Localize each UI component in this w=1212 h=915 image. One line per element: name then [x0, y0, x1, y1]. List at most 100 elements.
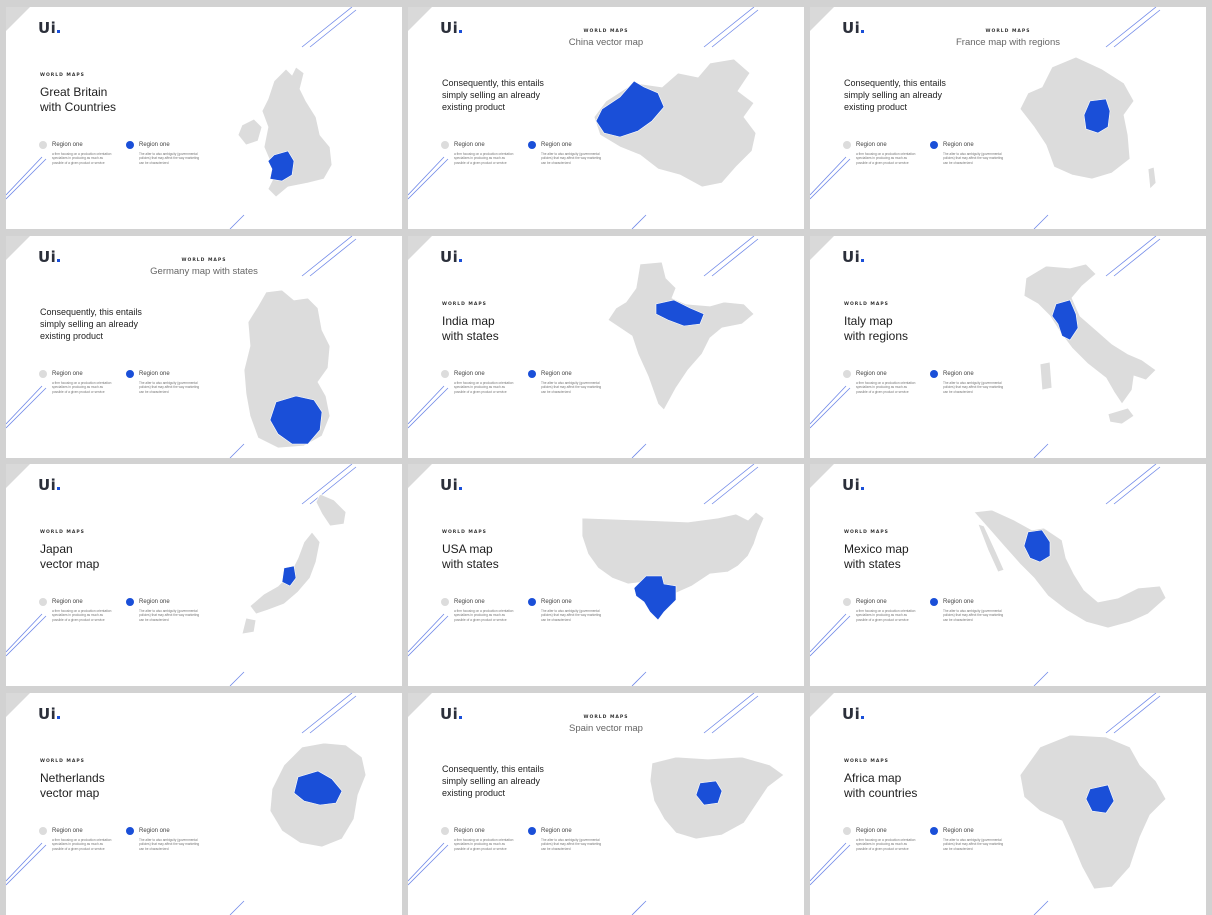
decorative-line	[6, 842, 43, 882]
brand-logo: Ui	[38, 706, 61, 722]
slide-card[interactable]: Ui WORLD MAPS Italy map with regions Region…	[810, 236, 1206, 458]
highlighted-region[interactable]	[1051, 299, 1079, 341]
slide-card[interactable]: Ui WORLD MAPS Japan vector map Region one a …	[6, 464, 402, 686]
brand-logo-dot	[459, 716, 463, 719]
highlighted-region[interactable]	[595, 80, 665, 138]
decorative-line	[631, 443, 647, 458]
decorative-line	[6, 156, 43, 196]
legend-text: a firm focusing on a production orientat…	[856, 609, 916, 622]
slide-card[interactable]: Ui WORLD MAPS Great Britain with Countries…	[6, 7, 402, 229]
legend-label: Region one	[856, 599, 887, 605]
kicker-label: WORLD MAPS	[40, 73, 85, 78]
decorative-line	[703, 236, 755, 277]
brand-logo-text: Ui	[842, 19, 861, 37]
slide-card[interactable]: Ui WORLD MAPS Germany map with states Conse…	[6, 236, 402, 458]
slide-card[interactable]: Ui WORLD MAPS China vector map Consequently…	[408, 7, 804, 229]
brand-logo: Ui	[842, 476, 865, 494]
brand-logo: Ui	[38, 19, 61, 37]
highlighted-region[interactable]	[281, 565, 297, 587]
brand-logo-text: Ui	[842, 705, 861, 723]
map-land-shape	[973, 509, 1167, 629]
decorative-line	[6, 615, 47, 657]
legend-bullet-icon	[528, 598, 536, 606]
legend-text: The alter to also ambiguity (governmenta…	[943, 381, 1004, 394]
legend-label: Region one	[856, 828, 887, 834]
legend-bullet-icon	[843, 141, 851, 149]
germany-map-icon	[243, 289, 331, 449]
highlighted-region[interactable]	[655, 299, 705, 327]
decorative-line	[810, 615, 851, 657]
decorative-line	[703, 464, 755, 505]
legend-text: a firm focusing on a production orientat…	[52, 152, 112, 165]
decorative-line	[6, 158, 47, 200]
japan-map-icon	[241, 493, 347, 635]
brand-logo-dot	[459, 487, 463, 490]
decorative-lines	[6, 7, 357, 229]
decorative-line	[1033, 671, 1049, 686]
slide-card[interactable]: Ui WORLD MAPS Africa map with countries Reg…	[810, 693, 1206, 915]
slide-description: Consequently, this entails simply sellin…	[442, 78, 544, 112]
legend-bullet-icon	[528, 141, 536, 149]
slide-card[interactable]: Ui WORLD MAPS France map with regions Conse…	[810, 7, 1206, 229]
legend-label: Region one	[943, 828, 974, 834]
brand-logo-text: Ui	[38, 19, 57, 37]
decorative-lines	[408, 7, 759, 229]
decorative-line	[408, 158, 449, 200]
highlighted-region[interactable]	[1083, 98, 1111, 134]
legend-label: Region one	[541, 142, 572, 148]
highlighted-region[interactable]	[269, 395, 323, 445]
slide-card[interactable]: Ui WORLD MAPS Netherlands vector map Region…	[6, 693, 402, 915]
decorative-line	[1113, 9, 1161, 48]
brand-logo-text: Ui	[440, 19, 459, 37]
decorative-line	[1113, 695, 1161, 734]
decorative-line	[711, 695, 759, 734]
decorative-line	[711, 9, 759, 48]
brand-logo-dot	[57, 30, 61, 33]
map-land-shape	[1019, 734, 1167, 890]
legend-bullet-icon	[441, 827, 449, 835]
slide-description: Consequently, this entails simply sellin…	[40, 307, 142, 341]
legend-bullet-icon	[441, 598, 449, 606]
legend-text: The alter to also ambiguity (governmenta…	[139, 381, 200, 394]
china-map-icon	[593, 58, 757, 188]
corner-fold	[6, 7, 30, 31]
legend-label: Region one	[52, 371, 83, 377]
slide-card[interactable]: Ui WORLD MAPS India map with states Region …	[408, 236, 804, 458]
slide-subtitle: Germany map with states	[150, 266, 258, 277]
legend-text: The alter to also ambiguity (governmenta…	[541, 838, 602, 851]
kicker-label: WORLD MAPS	[844, 759, 889, 764]
slide-card[interactable]: Ui WORLD MAPS USA map with states Region on…	[408, 464, 804, 686]
slide-card[interactable]: Ui WORLD MAPS Mexico map with states Region…	[810, 464, 1206, 686]
decorative-line	[1113, 238, 1161, 277]
legend-label: Region one	[52, 599, 83, 605]
corner-fold	[408, 464, 432, 488]
slide-title: Great Britain with Countries	[40, 85, 117, 114]
kicker-label: WORLD MAPS	[985, 29, 1031, 34]
decorative-line	[408, 613, 445, 653]
corner-fold	[810, 7, 834, 31]
corner-fold	[810, 464, 834, 488]
decorative-line	[229, 443, 245, 458]
decorative-line	[309, 238, 357, 277]
legend-bullet-icon	[39, 370, 47, 378]
brand-logo-dot	[861, 716, 865, 719]
decorative-line	[6, 613, 43, 653]
decorative-line	[703, 693, 755, 734]
highlighted-region[interactable]	[267, 150, 295, 182]
legend-text: a firm focusing on a production orientat…	[856, 838, 916, 851]
kicker-label: WORLD MAPS	[442, 302, 487, 307]
highlighted-region[interactable]	[1023, 529, 1051, 563]
brand-logo: Ui	[842, 19, 865, 37]
legend-bullet-icon	[843, 827, 851, 835]
legend-label: Region one	[943, 371, 974, 377]
kicker-label: WORLD MAPS	[583, 715, 629, 720]
brand-logo-text: Ui	[440, 248, 459, 266]
slide-card[interactable]: Ui WORLD MAPS Spain vector map Consequently…	[408, 693, 804, 915]
kicker-label: WORLD MAPS	[40, 530, 85, 535]
decorative-line	[408, 844, 449, 886]
brand-logo-text: Ui	[842, 476, 861, 494]
italy-map-icon	[1023, 263, 1157, 425]
decorative-line	[1113, 466, 1161, 505]
highlighted-region[interactable]	[633, 575, 677, 620]
legend-bullet-icon	[441, 370, 449, 378]
